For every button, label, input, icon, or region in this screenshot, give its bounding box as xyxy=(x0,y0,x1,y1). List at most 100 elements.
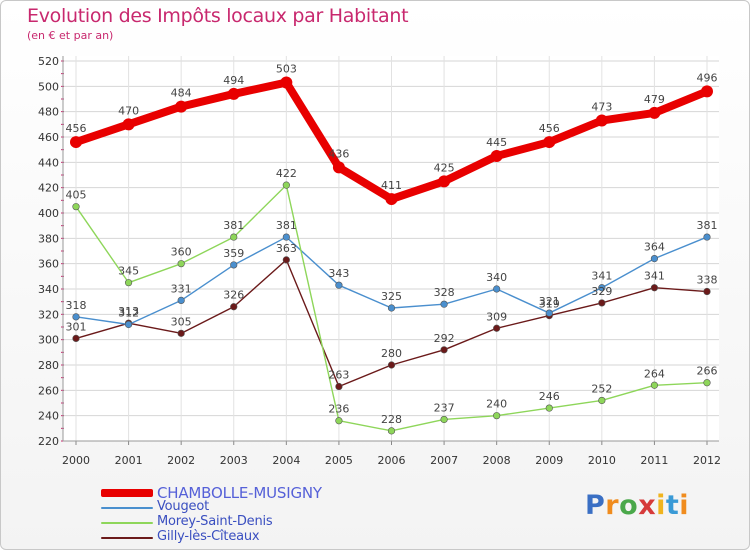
y-tick-label: 400 xyxy=(38,207,59,220)
legend-swatch xyxy=(101,489,153,497)
data-label: 381 xyxy=(276,219,297,232)
data-point xyxy=(650,381,659,389)
data-point xyxy=(648,106,661,119)
data-point xyxy=(490,150,503,162)
data-label: 345 xyxy=(118,265,139,278)
data-point xyxy=(440,300,448,308)
data-label: 305 xyxy=(171,315,192,328)
chart-subtitle: (en € et par an) xyxy=(27,29,114,42)
data-label: 325 xyxy=(381,290,402,303)
data-label: 405 xyxy=(66,189,87,202)
data-point xyxy=(493,412,501,420)
data-point xyxy=(387,361,396,369)
data-point xyxy=(230,233,238,241)
data-point xyxy=(701,85,713,98)
data-label: 473 xyxy=(591,101,612,114)
x-tick-label: 2007 xyxy=(430,454,458,467)
data-label: 266 xyxy=(697,365,718,378)
data-label: 240 xyxy=(486,398,507,411)
data-label: 318 xyxy=(66,299,87,312)
data-point xyxy=(335,417,343,425)
data-point xyxy=(387,304,396,312)
data-label: 496 xyxy=(697,71,718,84)
data-label: 436 xyxy=(328,147,349,160)
y-tick-label: 240 xyxy=(38,410,59,423)
x-tick-label: 2011 xyxy=(640,454,668,467)
data-label: 422 xyxy=(276,167,297,180)
logo-letter: i xyxy=(679,490,690,521)
data-point xyxy=(124,320,133,329)
data-point xyxy=(72,203,80,211)
data-point xyxy=(545,404,553,412)
data-label: 264 xyxy=(644,367,665,380)
data-label: 237 xyxy=(434,401,455,414)
x-tick-label: 2009 xyxy=(535,454,563,467)
logo-letter: P xyxy=(585,490,606,521)
data-point xyxy=(493,285,501,293)
legend-swatch xyxy=(101,522,153,524)
y-tick-label: 500 xyxy=(38,80,59,93)
data-point xyxy=(124,279,133,287)
data-label: 479 xyxy=(644,93,665,106)
data-point xyxy=(335,281,343,289)
data-label: 456 xyxy=(66,122,87,135)
data-point xyxy=(230,261,238,269)
data-point xyxy=(598,299,606,307)
y-tick-label: 280 xyxy=(38,359,59,372)
data-point xyxy=(282,181,290,189)
data-label: 319 xyxy=(539,298,560,311)
data-point xyxy=(70,136,82,149)
data-point xyxy=(545,309,553,317)
data-label: 236 xyxy=(328,403,349,416)
data-label: 341 xyxy=(591,270,612,283)
data-label: 338 xyxy=(697,274,718,287)
x-tick-label: 2006 xyxy=(378,454,406,467)
data-label: 359 xyxy=(223,247,244,260)
x-tick-label: 2003 xyxy=(220,454,248,467)
logo-letter: o xyxy=(619,490,639,521)
data-label: 329 xyxy=(591,285,612,298)
data-point xyxy=(598,396,606,405)
data-point xyxy=(175,100,188,113)
data-point xyxy=(335,382,343,391)
x-tick-label: 2010 xyxy=(588,454,616,467)
data-point xyxy=(650,284,659,292)
y-tick-label: 220 xyxy=(38,435,59,448)
data-point xyxy=(227,87,240,100)
y-tick-label: 480 xyxy=(38,106,59,119)
data-point xyxy=(387,427,396,435)
data-label: 445 xyxy=(486,136,507,149)
data-label: 252 xyxy=(591,382,612,395)
y-tick-label: 300 xyxy=(38,334,59,347)
data-point xyxy=(703,287,711,296)
data-point xyxy=(543,136,556,149)
data-label: 484 xyxy=(171,87,192,100)
data-label: 381 xyxy=(697,219,718,232)
data-label: 228 xyxy=(381,413,402,426)
data-point xyxy=(177,260,185,268)
x-tick-label: 2005 xyxy=(325,454,353,467)
legend-label: Vougeot xyxy=(157,499,209,514)
data-point xyxy=(598,284,606,292)
data-point xyxy=(650,255,659,263)
y-tick-label: 420 xyxy=(38,182,59,195)
data-point xyxy=(703,379,711,387)
y-tick-label: 380 xyxy=(38,232,59,245)
data-label: 313 xyxy=(118,305,139,318)
legend-swatch xyxy=(101,507,153,509)
y-tick-label: 360 xyxy=(38,258,59,271)
data-point xyxy=(72,313,80,321)
data-point xyxy=(282,256,290,264)
data-label: 363 xyxy=(276,242,297,255)
x-tick-label: 2012 xyxy=(693,454,721,467)
data-label: 360 xyxy=(171,246,192,259)
data-label: 263 xyxy=(328,369,349,382)
legend-label: CHAMBOLLE-MUSIGNY xyxy=(157,484,322,502)
data-label: 381 xyxy=(223,219,244,232)
x-tick-label: 2008 xyxy=(483,454,511,467)
data-point xyxy=(177,329,185,337)
legend-label: Morey-Saint-Denis xyxy=(157,514,273,529)
data-point xyxy=(230,303,238,311)
data-point xyxy=(282,233,290,241)
data-point xyxy=(177,296,185,305)
